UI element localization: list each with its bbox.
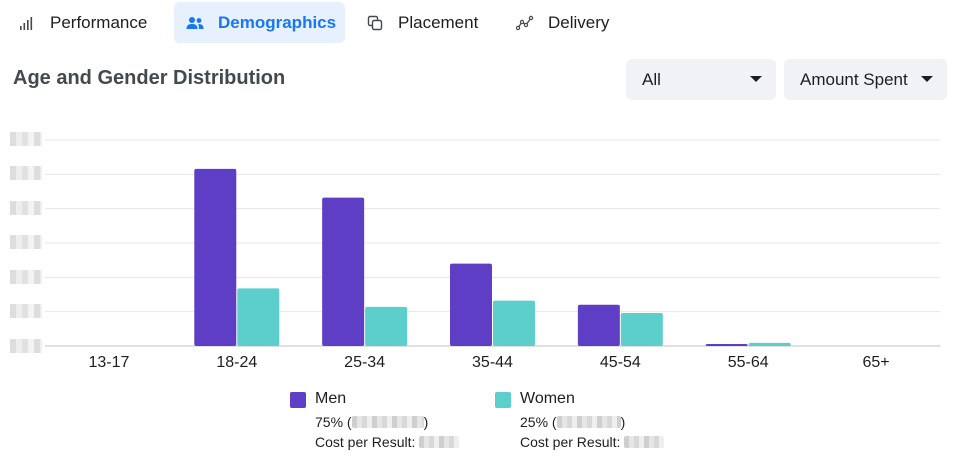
- x-tick-label: 25-34: [344, 354, 385, 371]
- bar-women-45-54: [620, 313, 663, 346]
- y-axis-label-redacted: [10, 132, 42, 146]
- tab-bar: Performance Demographics Placement Deliv…: [0, 0, 966, 46]
- legend-percent-women: 25% (): [520, 414, 626, 430]
- x-tick-label: 18-24: [216, 354, 257, 371]
- legend-swatch-women: [495, 392, 511, 408]
- x-axis-ticks: 13-17 18-24 25-34 35-44 45-54 55-64 65+: [88, 354, 889, 371]
- caret-down-icon: [921, 76, 933, 82]
- tab-delivery[interactable]: Delivery: [516, 2, 626, 43]
- bar-women-25-34: [365, 306, 408, 346]
- tab-demographics[interactable]: Demographics: [174, 2, 345, 43]
- chart-bars: [194, 168, 791, 346]
- legend-cost-per-result-men: Cost per Result:: [315, 434, 460, 450]
- x-tick-label: 65+: [863, 354, 890, 371]
- tab-label: Demographics: [218, 12, 337, 32]
- legend-swatch-men: [290, 392, 306, 408]
- y-axis-label-redacted: [10, 339, 42, 353]
- redacted-value: [624, 436, 665, 448]
- metric-dropdown-value: Amount Spent: [800, 69, 908, 89]
- y-axis-label-redacted: [10, 270, 42, 284]
- tab-performance[interactable]: Performance: [18, 2, 168, 43]
- x-tick-label: 45-54: [600, 354, 641, 371]
- redacted-value: [351, 416, 424, 428]
- tab-label: Delivery: [548, 12, 610, 32]
- bar-women-18-24: [237, 288, 280, 346]
- bar-women-35-44: [493, 300, 535, 346]
- legend-cost-per-result-women: Cost per Result:: [520, 434, 665, 450]
- audience-dropdown-value: All: [642, 69, 661, 89]
- y-axis-label-redacted: [10, 166, 42, 180]
- y-axis-label-redacted: [10, 304, 42, 318]
- bar-women-55-64: [748, 342, 791, 346]
- bar-men-35-44: [450, 263, 492, 346]
- bar-men-45-54: [577, 304, 620, 346]
- x-tick-label: 13-17: [88, 354, 129, 371]
- chart-grid: [45, 139, 940, 347]
- legend-name-women: Women: [520, 390, 575, 407]
- x-tick-label: 55-64: [728, 354, 769, 371]
- section-title: Age and Gender Distribution: [13, 67, 286, 89]
- delivery-icon: [516, 14, 534, 32]
- tab-label: Performance: [50, 12, 148, 32]
- bar-men-25-34: [322, 197, 365, 346]
- legend-name-men: Men: [315, 390, 347, 407]
- redacted-value: [556, 416, 621, 428]
- bar-men-18-24: [194, 168, 237, 346]
- metric-dropdown[interactable]: Amount Spent: [784, 59, 947, 100]
- placement-icon: [366, 14, 384, 32]
- tab-label: Placement: [398, 12, 479, 32]
- audience-dropdown[interactable]: All: [626, 59, 776, 100]
- people-icon: [186, 14, 204, 32]
- age-gender-bar-chart: 13-17 18-24 25-34 35-44 45-54 55-64 65+: [45, 139, 940, 371]
- caret-down-icon: [750, 76, 762, 82]
- y-axis-label-redacted: [10, 201, 42, 215]
- x-tick-label: 35-44: [472, 354, 513, 371]
- y-axis-label-redacted: [10, 235, 42, 249]
- legend-percent-men: 75% (): [315, 414, 429, 430]
- tab-placement[interactable]: Placement: [366, 2, 496, 43]
- bar-chart-icon: [18, 14, 36, 32]
- redacted-value: [419, 436, 460, 448]
- bar-men-55-64: [705, 343, 748, 346]
